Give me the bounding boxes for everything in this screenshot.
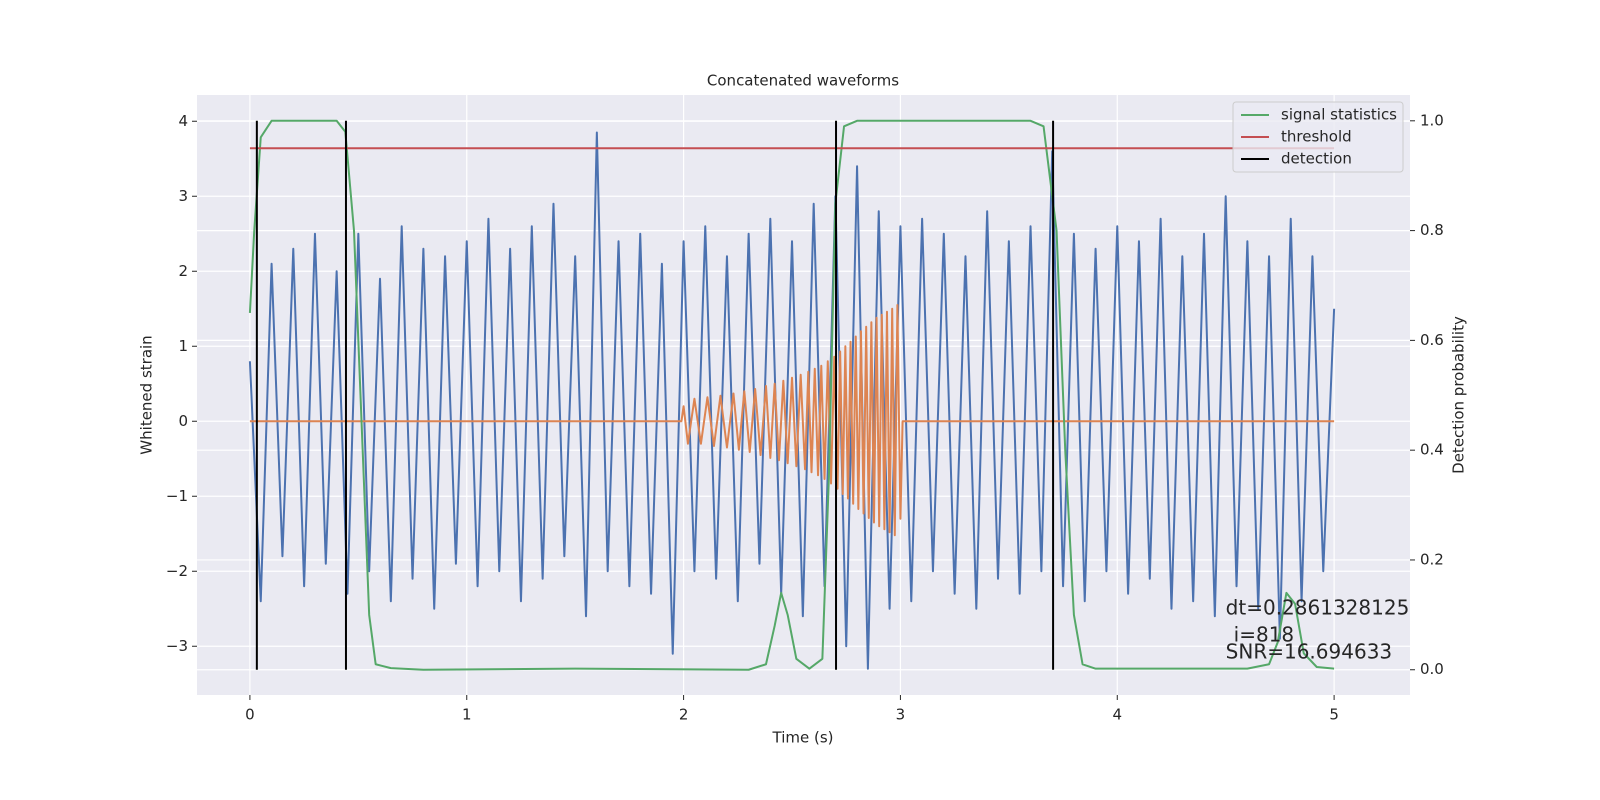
x-tick-label: 4	[1112, 706, 1122, 724]
annotation: SNR=16.694633	[1226, 640, 1392, 664]
y2-tick-label: 0.8	[1420, 221, 1444, 239]
y-tick-label: 3	[178, 187, 188, 205]
y-tick-label: −3	[166, 637, 188, 655]
annotation: i=818	[1234, 623, 1295, 647]
y-tick-label: −2	[166, 562, 188, 580]
y-tick-label: −1	[166, 487, 188, 505]
y2-axis-label: Detection probability	[1450, 316, 1468, 474]
y-tick-label: 1	[178, 337, 188, 355]
x-axis-label: Time (s)	[772, 729, 834, 747]
y2-tick-label: 0.6	[1420, 331, 1444, 349]
y-axis-label: Whitened strain	[138, 335, 156, 454]
legend-label: threshold	[1281, 128, 1352, 146]
x-tick-label: 5	[1329, 706, 1339, 724]
x-tick-label: 0	[245, 706, 255, 724]
marks	[248, 119, 1336, 671]
y-tick-label: 2	[178, 262, 188, 280]
annotation: dt=0.2861328125	[1226, 596, 1410, 620]
series-line	[249, 304, 1335, 537]
y2-tick-label: 1.0	[1420, 111, 1444, 129]
y-tick-label: 4	[178, 112, 188, 130]
y2-tick-label: 0.0	[1420, 660, 1444, 678]
y2-tick-label: 0.2	[1420, 550, 1444, 568]
legend-label: signal statistics	[1281, 106, 1397, 124]
x-tick-label: 1	[462, 706, 472, 724]
legend	[1232, 101, 1404, 173]
y2-tick-label: 0.4	[1420, 441, 1444, 459]
x-tick-label: 3	[896, 706, 906, 724]
chart-title: Concatenated waveforms	[707, 72, 899, 90]
y-tick-label: 0	[178, 412, 188, 430]
x-tick-label: 2	[679, 706, 689, 724]
series-line	[248, 131, 1336, 670]
series-line	[248, 119, 1335, 671]
legend-label: detection	[1281, 150, 1352, 168]
